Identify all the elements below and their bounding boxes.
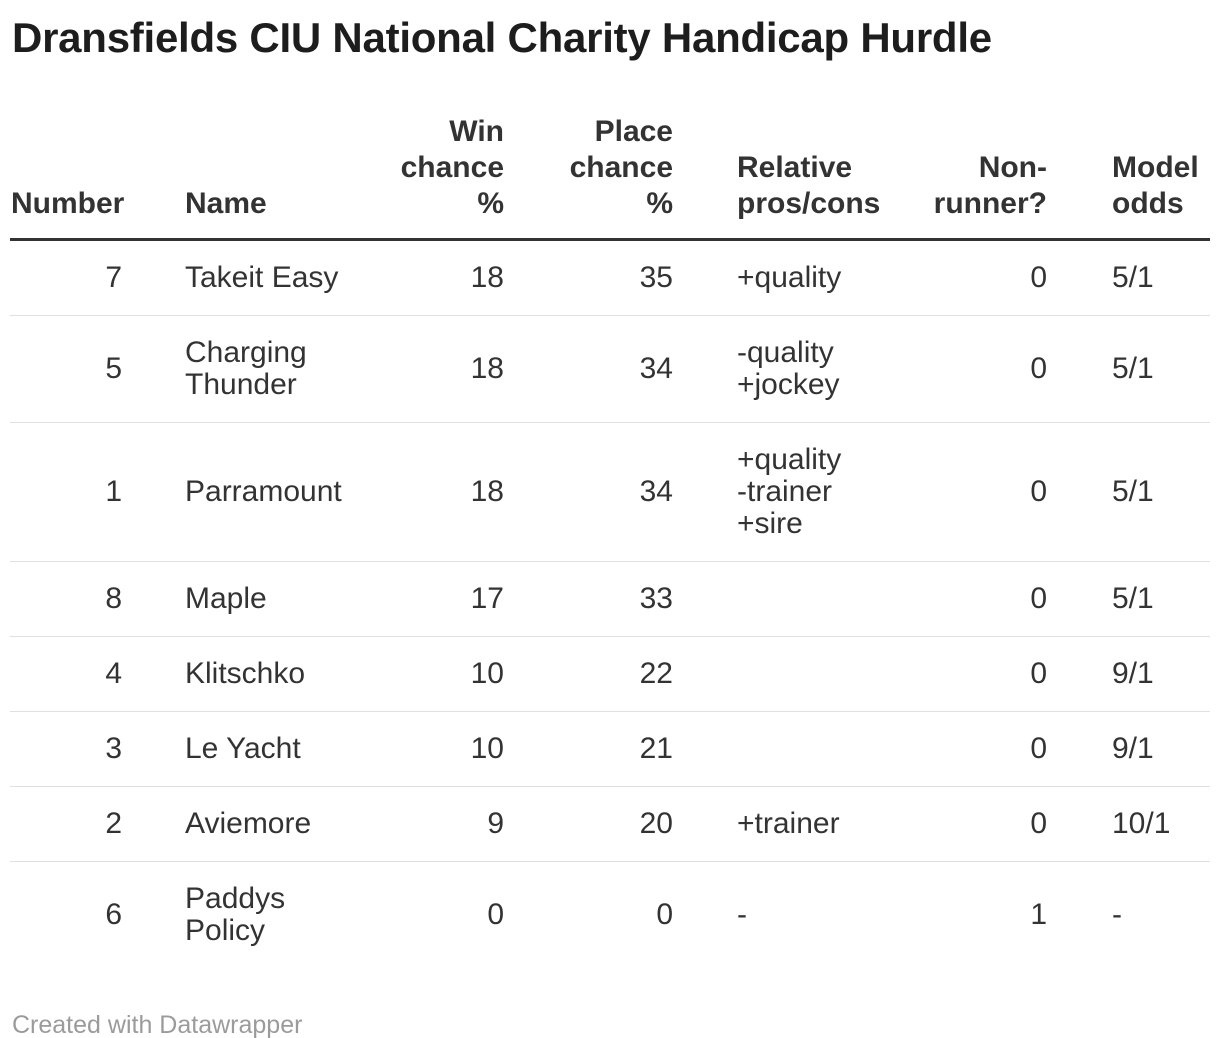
- cell-pros-cons: [683, 711, 927, 787]
- cell-place-chance: 22: [514, 636, 683, 712]
- cell-pros-cons: +quality -trainer +sire: [683, 422, 927, 562]
- cell-place-chance: 0: [656, 898, 673, 931]
- cell-name: Maple: [142, 561, 365, 637]
- cell-number: 4: [10, 636, 142, 712]
- column-header-win-chance: Win chance %: [365, 114, 514, 241]
- cell-non-runner: 1: [1030, 898, 1047, 931]
- cell-win-chance: 10: [365, 711, 514, 787]
- cell-place-chance: 35: [514, 239, 683, 316]
- cell-name: Klitschko: [142, 636, 365, 712]
- cell-number: 6: [105, 898, 122, 931]
- cell-win-chance: 9: [365, 786, 514, 862]
- cell-win-chance: 0: [487, 898, 504, 931]
- cell-win-chance: 18: [365, 239, 514, 316]
- cell-non-runner: 0: [927, 561, 1057, 637]
- table-row: 6 Paddys Policy 0 0 - 1 -: [10, 862, 1210, 969]
- cell-model-odds: 9/1: [1057, 636, 1210, 712]
- cell-number: 7: [10, 239, 142, 316]
- data-table: Number Name Win chance % Place chance % …: [10, 114, 1210, 968]
- cell-pros-cons: +quality: [683, 239, 927, 316]
- table-header-row: Number Name Win chance % Place chance % …: [10, 114, 1210, 241]
- cell-model-odds: 5/1: [1057, 315, 1210, 423]
- cell-win-chance: 17: [365, 561, 514, 637]
- cell-model-odds: 10/1: [1057, 786, 1210, 862]
- cell-place-chance: 34: [514, 315, 683, 423]
- cell-model-odds: 5/1: [1057, 561, 1210, 637]
- cell-non-runner: 0: [927, 636, 1057, 712]
- cell-place-chance: 21: [514, 711, 683, 787]
- cell-pros-cons: +trainer: [683, 786, 927, 862]
- cell-non-runner: 0: [927, 422, 1057, 562]
- cell-non-runner: 0: [927, 786, 1057, 862]
- table-row: 2 Aviemore 9 20 +trainer 0 10/1: [10, 786, 1210, 862]
- cell-number: 1: [10, 422, 142, 562]
- cell-name: Parramount: [142, 422, 365, 562]
- cell-pros-cons: [683, 561, 927, 637]
- page-title: Dransfields CIU National Charity Handica…: [12, 14, 992, 61]
- cell-win-chance: 10: [365, 636, 514, 712]
- cell-number: 2: [10, 786, 142, 862]
- cell-non-runner: 0: [927, 239, 1057, 316]
- table-row: 7 Takeit Easy 18 35 +quality 0 5/1: [10, 239, 1210, 316]
- cell-number: 3: [10, 711, 142, 787]
- cell-place-chance: 20: [514, 786, 683, 862]
- cell-number: 8: [10, 561, 142, 637]
- table-row: 3 Le Yacht 10 21 0 9/1: [10, 711, 1210, 787]
- cell-non-runner: 0: [927, 711, 1057, 787]
- chart-container: Dransfields CIU National Charity Handica…: [0, 14, 1220, 1038]
- cell-place-chance: 33: [514, 561, 683, 637]
- table-row: 1 Parramount 18 34 +quality -trainer +si…: [10, 422, 1210, 562]
- cell-model-odds: 5/1: [1057, 422, 1210, 562]
- column-header-non-runner: Non- runner?: [927, 114, 1057, 241]
- cell-name: Charging Thunder: [142, 315, 365, 423]
- cell-name: Paddys Policy: [185, 882, 286, 947]
- column-header-model-odds: Model odds: [1057, 114, 1210, 241]
- column-header-place-chance: Place chance %: [514, 114, 683, 241]
- cell-name: Aviemore: [142, 786, 365, 862]
- datawrapper-credit-link[interactable]: Created with Datawrapper: [12, 1011, 303, 1038]
- table-row: 8 Maple 17 33 0 5/1: [10, 561, 1210, 637]
- cell-pros-cons: [683, 636, 927, 712]
- cell-win-chance: 18: [365, 315, 514, 423]
- cell-pros-cons: -: [737, 898, 747, 931]
- table-row: 5 Charging Thunder 18 34 -quality +jocke…: [10, 315, 1210, 423]
- cell-place-chance: 34: [514, 422, 683, 562]
- column-header-pros-cons: Relative pros/cons: [683, 114, 927, 241]
- cell-pros-cons: -quality +jockey: [683, 315, 927, 423]
- cell-win-chance: 18: [365, 422, 514, 562]
- cell-name: Le Yacht: [142, 711, 365, 787]
- cell-number: 5: [10, 315, 142, 423]
- cell-non-runner: 0: [927, 315, 1057, 423]
- cell-model-odds: 5/1: [1057, 239, 1210, 316]
- column-header-name: Name: [142, 114, 365, 241]
- column-header-number: Number: [10, 114, 142, 241]
- cell-model-odds: -: [1112, 898, 1122, 931]
- cell-name: Takeit Easy: [142, 239, 365, 316]
- cell-model-odds: 9/1: [1057, 711, 1210, 787]
- table-row: 4 Klitschko 10 22 0 9/1: [10, 636, 1210, 712]
